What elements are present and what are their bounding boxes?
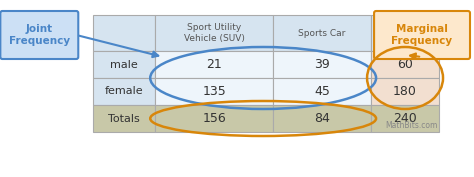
Text: 156: 156	[202, 112, 226, 125]
Bar	[273, 105, 371, 132]
Text: Marginal
Frequency: Marginal Frequency	[392, 24, 453, 46]
Bar	[371, 15, 439, 51]
FancyBboxPatch shape	[374, 11, 470, 59]
Text: 240: 240	[393, 112, 417, 125]
Text: 39: 39	[314, 58, 330, 71]
Bar	[93, 15, 155, 51]
Bar	[273, 51, 371, 78]
Text: Totals: Totals	[109, 113, 140, 124]
Text: Sports Car: Sports Car	[299, 28, 346, 38]
Text: female: female	[105, 87, 144, 96]
Bar	[93, 78, 155, 105]
Bar	[155, 15, 273, 51]
Bar	[93, 51, 155, 78]
Text: MathBits.com: MathBits.com	[386, 121, 438, 130]
Text: Totals: Totals	[392, 28, 418, 38]
Text: Joint
Frequency: Joint Frequency	[9, 24, 70, 46]
Bar	[273, 78, 371, 105]
Bar	[155, 78, 273, 105]
Bar	[93, 105, 155, 132]
Text: 135: 135	[202, 85, 226, 98]
Text: 60: 60	[397, 58, 413, 71]
Text: 180: 180	[393, 85, 417, 98]
Bar	[371, 78, 439, 105]
Text: 45: 45	[314, 85, 330, 98]
Text: 84: 84	[314, 112, 330, 125]
Text: 21: 21	[206, 58, 222, 71]
Bar	[155, 51, 273, 78]
FancyBboxPatch shape	[0, 11, 78, 59]
Bar	[273, 15, 371, 51]
Bar	[371, 105, 439, 132]
Text: male: male	[110, 59, 138, 70]
Bar	[155, 105, 273, 132]
Text: Sport Utility
Vehicle (SUV): Sport Utility Vehicle (SUV)	[184, 23, 245, 43]
Bar	[371, 51, 439, 78]
